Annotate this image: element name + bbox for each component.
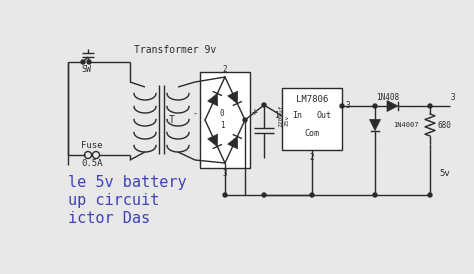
Text: SW: SW — [81, 65, 91, 75]
Text: 2: 2 — [223, 65, 228, 75]
Circle shape — [373, 104, 377, 108]
Circle shape — [262, 103, 266, 107]
Text: 2: 2 — [310, 153, 314, 161]
Text: 3: 3 — [223, 170, 228, 178]
Text: 3: 3 — [346, 101, 350, 110]
Circle shape — [310, 193, 314, 197]
Text: Fuse: Fuse — [81, 141, 103, 150]
Polygon shape — [228, 91, 237, 104]
Text: 0.5A: 0.5A — [81, 159, 103, 169]
Text: -: - — [192, 110, 198, 118]
Bar — [200, 72, 250, 168]
Text: +: + — [252, 107, 258, 117]
Text: 1N4007: 1N4007 — [393, 122, 419, 128]
Circle shape — [81, 60, 85, 64]
Polygon shape — [228, 136, 237, 149]
Circle shape — [428, 104, 432, 108]
Text: 1: 1 — [273, 112, 278, 121]
Circle shape — [223, 193, 227, 197]
Text: 0: 0 — [219, 110, 224, 118]
Polygon shape — [387, 101, 398, 112]
Text: 1: 1 — [219, 121, 224, 130]
Text: ictor Das: ictor Das — [68, 211, 150, 226]
Text: 3: 3 — [451, 93, 456, 101]
Text: 2200uf: 2200uf — [278, 105, 283, 127]
Text: Out: Out — [317, 112, 332, 121]
Polygon shape — [208, 93, 218, 106]
Circle shape — [428, 193, 432, 197]
Text: Transformer 9v: Transformer 9v — [134, 45, 216, 55]
Text: 1N408: 1N408 — [376, 93, 400, 101]
Text: 680: 680 — [438, 121, 452, 130]
Circle shape — [87, 60, 91, 64]
Text: T: T — [169, 115, 175, 125]
Text: up circuit: up circuit — [68, 193, 159, 208]
Text: le 5v battery: le 5v battery — [68, 175, 187, 190]
Circle shape — [243, 118, 247, 122]
Text: In: In — [292, 112, 302, 121]
Polygon shape — [208, 134, 218, 147]
Circle shape — [262, 193, 266, 197]
Text: 25v: 25v — [284, 114, 289, 125]
Circle shape — [340, 104, 344, 108]
Text: Com: Com — [304, 129, 319, 138]
Circle shape — [373, 193, 377, 197]
Bar — [282, 88, 342, 150]
Text: 5v: 5v — [439, 169, 450, 178]
Text: LM7806: LM7806 — [296, 96, 328, 104]
Polygon shape — [370, 119, 381, 130]
